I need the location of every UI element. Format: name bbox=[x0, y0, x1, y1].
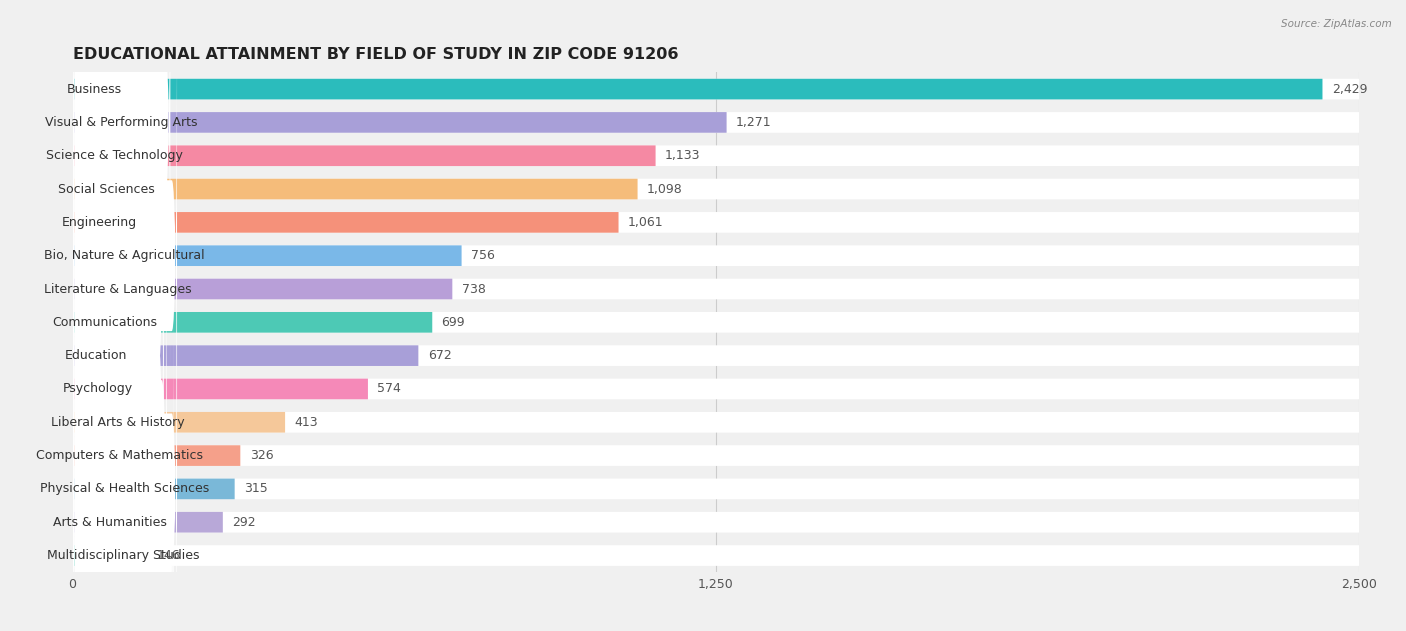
Text: 1,061: 1,061 bbox=[628, 216, 664, 229]
FancyBboxPatch shape bbox=[73, 145, 655, 166]
FancyBboxPatch shape bbox=[73, 64, 136, 580]
FancyBboxPatch shape bbox=[73, 512, 1360, 533]
FancyBboxPatch shape bbox=[73, 312, 432, 333]
FancyBboxPatch shape bbox=[73, 112, 727, 133]
Text: Social Sciences: Social Sciences bbox=[58, 182, 155, 196]
Text: 756: 756 bbox=[471, 249, 495, 262]
Text: 1,133: 1,133 bbox=[665, 150, 700, 162]
Text: Visual & Performing Arts: Visual & Performing Arts bbox=[45, 116, 198, 129]
Text: Business: Business bbox=[67, 83, 122, 96]
Text: 326: 326 bbox=[250, 449, 273, 462]
FancyBboxPatch shape bbox=[73, 279, 453, 299]
FancyBboxPatch shape bbox=[73, 179, 637, 199]
FancyBboxPatch shape bbox=[73, 412, 285, 433]
FancyBboxPatch shape bbox=[73, 0, 157, 413]
Text: Liberal Arts & History: Liberal Arts & History bbox=[51, 416, 186, 429]
Text: 315: 315 bbox=[243, 483, 267, 495]
FancyBboxPatch shape bbox=[73, 312, 1360, 333]
FancyBboxPatch shape bbox=[73, 112, 1360, 133]
Text: EDUCATIONAL ATTAINMENT BY FIELD OF STUDY IN ZIP CODE 91206: EDUCATIONAL ATTAINMENT BY FIELD OF STUDY… bbox=[73, 47, 678, 62]
FancyBboxPatch shape bbox=[73, 0, 170, 380]
Text: Communications: Communications bbox=[52, 316, 157, 329]
FancyBboxPatch shape bbox=[73, 345, 419, 366]
FancyBboxPatch shape bbox=[73, 131, 124, 631]
Text: Source: ZipAtlas.com: Source: ZipAtlas.com bbox=[1281, 19, 1392, 29]
Text: 574: 574 bbox=[377, 382, 401, 396]
Text: 146: 146 bbox=[157, 549, 180, 562]
FancyBboxPatch shape bbox=[73, 379, 1360, 399]
FancyBboxPatch shape bbox=[73, 264, 146, 631]
FancyBboxPatch shape bbox=[73, 245, 461, 266]
Text: Education: Education bbox=[65, 349, 128, 362]
FancyBboxPatch shape bbox=[73, 212, 619, 233]
Text: Physical & Health Sciences: Physical & Health Sciences bbox=[41, 483, 209, 495]
Text: Literature & Languages: Literature & Languages bbox=[45, 283, 193, 295]
FancyBboxPatch shape bbox=[73, 212, 1360, 233]
FancyBboxPatch shape bbox=[73, 145, 1360, 166]
FancyBboxPatch shape bbox=[73, 32, 163, 547]
FancyBboxPatch shape bbox=[73, 545, 148, 566]
FancyBboxPatch shape bbox=[73, 345, 1360, 366]
Text: Arts & Humanities: Arts & Humanities bbox=[53, 516, 167, 529]
FancyBboxPatch shape bbox=[73, 165, 163, 631]
FancyBboxPatch shape bbox=[73, 279, 1360, 299]
Text: 1,271: 1,271 bbox=[735, 116, 772, 129]
FancyBboxPatch shape bbox=[73, 98, 120, 613]
FancyBboxPatch shape bbox=[73, 379, 368, 399]
FancyBboxPatch shape bbox=[73, 445, 1360, 466]
Text: 1,098: 1,098 bbox=[647, 182, 682, 196]
Text: Science & Technology: Science & Technology bbox=[46, 150, 183, 162]
Text: 2,429: 2,429 bbox=[1331, 83, 1367, 96]
FancyBboxPatch shape bbox=[73, 0, 117, 347]
FancyBboxPatch shape bbox=[73, 478, 1360, 499]
FancyBboxPatch shape bbox=[73, 545, 1360, 566]
FancyBboxPatch shape bbox=[73, 412, 1360, 433]
FancyBboxPatch shape bbox=[73, 79, 1323, 100]
FancyBboxPatch shape bbox=[73, 0, 177, 514]
Text: 672: 672 bbox=[427, 349, 451, 362]
FancyBboxPatch shape bbox=[73, 179, 1360, 199]
FancyBboxPatch shape bbox=[73, 298, 174, 631]
FancyBboxPatch shape bbox=[73, 231, 177, 631]
FancyBboxPatch shape bbox=[73, 0, 127, 480]
Text: Computers & Mathematics: Computers & Mathematics bbox=[37, 449, 204, 462]
Text: 699: 699 bbox=[441, 316, 465, 329]
FancyBboxPatch shape bbox=[73, 198, 167, 631]
FancyBboxPatch shape bbox=[73, 445, 240, 466]
FancyBboxPatch shape bbox=[73, 478, 235, 499]
Text: Psychology: Psychology bbox=[63, 382, 134, 396]
Text: Bio, Nature & Agricultural: Bio, Nature & Agricultural bbox=[45, 249, 205, 262]
FancyBboxPatch shape bbox=[73, 512, 222, 533]
Text: 738: 738 bbox=[461, 283, 485, 295]
FancyBboxPatch shape bbox=[73, 245, 1360, 266]
Text: 292: 292 bbox=[232, 516, 256, 529]
Text: Engineering: Engineering bbox=[62, 216, 138, 229]
FancyBboxPatch shape bbox=[73, 79, 1360, 100]
FancyBboxPatch shape bbox=[73, 0, 141, 447]
Text: 413: 413 bbox=[294, 416, 318, 429]
Text: Multidisciplinary Studies: Multidisciplinary Studies bbox=[46, 549, 200, 562]
